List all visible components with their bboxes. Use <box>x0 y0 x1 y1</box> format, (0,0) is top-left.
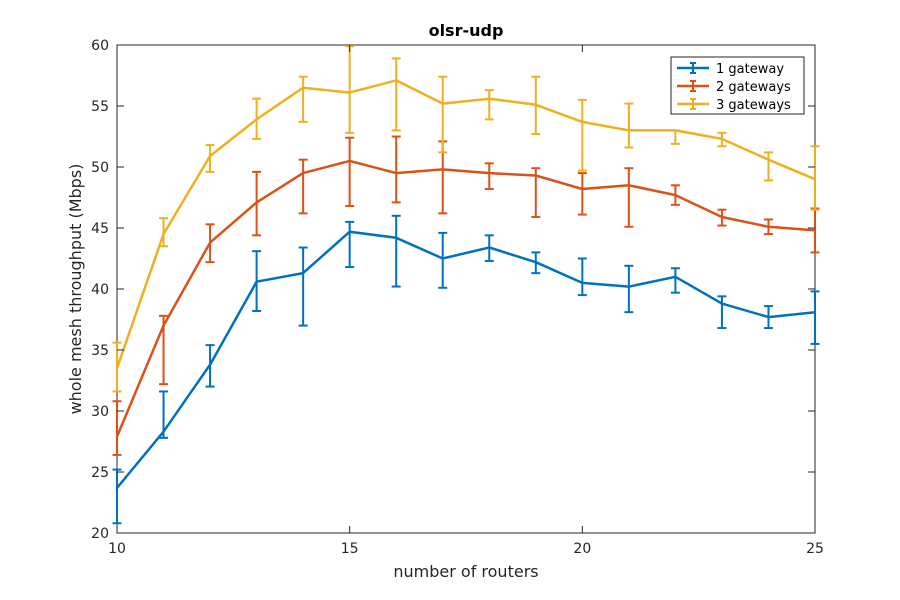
legend-label: 2 gateways <box>716 80 791 95</box>
x-tick-label: 25 <box>806 541 824 557</box>
error-bar <box>252 97 262 140</box>
legend-item: 2 gateways <box>677 80 791 95</box>
error-bar <box>763 151 773 182</box>
y-tick-label: 60 <box>91 38 109 54</box>
error-bar <box>577 172 587 216</box>
error-bar <box>670 184 680 206</box>
error-bar <box>345 220 355 269</box>
error-bar <box>438 231 448 289</box>
series-line <box>115 79 816 369</box>
error-bar <box>670 129 680 145</box>
x-tick-label: 15 <box>341 541 359 557</box>
error-bar <box>112 341 122 393</box>
ticks-layer: 10 15 20 25 20 25 30 35 40 45 50 55 60 <box>91 38 824 557</box>
error-bar <box>438 75 448 154</box>
y-tick-label: 50 <box>91 160 109 176</box>
series-2 <box>112 135 820 456</box>
chart-title: olsr-udp <box>429 21 504 40</box>
error-bar <box>810 290 820 345</box>
error-bar <box>763 305 773 330</box>
error-bar <box>670 267 680 294</box>
error-bar <box>112 400 122 456</box>
y-tick-label: 40 <box>91 282 109 298</box>
error-bar <box>391 135 401 204</box>
error-bar <box>717 131 727 148</box>
error-bar <box>391 214 401 288</box>
x-tick-label: 10 <box>108 541 126 557</box>
error-bar <box>531 251 541 275</box>
series-line <box>115 159 816 438</box>
legend-item: 1 gateway <box>677 62 784 77</box>
series-3 <box>112 45 820 393</box>
error-bar <box>717 208 727 227</box>
y-tick-label: 30 <box>91 404 109 420</box>
error-bar <box>763 218 773 236</box>
error-bar <box>252 250 262 312</box>
series-layer <box>112 45 820 525</box>
legend: 1 gateway 2 gateways 3 gateways <box>670 56 805 115</box>
error-bar <box>298 158 308 215</box>
legend-item: 3 gateways <box>677 98 791 113</box>
error-bar <box>298 246 308 327</box>
y-tick-label: 25 <box>91 465 109 481</box>
series-1 <box>112 214 820 525</box>
error-bar <box>717 295 727 330</box>
legend-label: 1 gateway <box>716 62 784 77</box>
series-line <box>116 230 816 489</box>
error-bar <box>624 264 634 314</box>
legend-label: 3 gateways <box>716 98 791 113</box>
error-bar <box>159 217 169 248</box>
y-tick-label: 55 <box>91 99 109 115</box>
y-tick-label: 35 <box>91 343 109 359</box>
error-bar <box>484 234 494 262</box>
error-bar <box>484 89 494 121</box>
error-bar <box>624 102 634 149</box>
error-bar <box>577 257 587 297</box>
y-axis-label: whole mesh throughput (Mbps) <box>66 164 85 415</box>
x-axis-label: number of routers <box>393 562 538 581</box>
error-bar <box>391 57 401 132</box>
error-bar <box>205 344 215 388</box>
error-bar <box>577 98 587 172</box>
error-bar <box>205 223 215 264</box>
x-tick-label: 20 <box>573 541 591 557</box>
error-bar <box>112 468 122 525</box>
y-tick-label: 20 <box>91 526 109 542</box>
error-bar <box>531 167 541 219</box>
error-bar <box>298 75 308 123</box>
error-bar <box>159 314 169 386</box>
error-bar <box>345 136 355 208</box>
error-bar <box>252 170 262 237</box>
y-tick-label: 45 <box>91 221 109 237</box>
error-bar <box>205 144 215 173</box>
error-bar <box>810 145 820 211</box>
error-bar <box>624 167 634 228</box>
error-bar <box>484 162 494 190</box>
error-bar <box>531 75 541 136</box>
error-bar <box>159 390 169 439</box>
